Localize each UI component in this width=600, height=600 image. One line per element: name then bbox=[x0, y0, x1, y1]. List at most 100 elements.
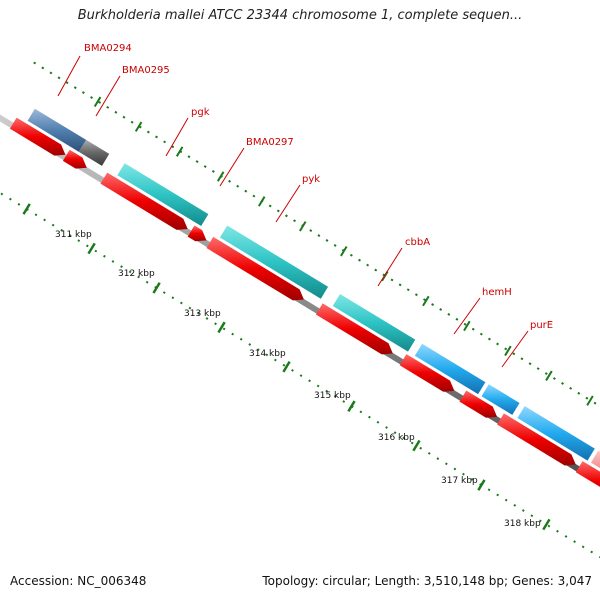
outer-tick bbox=[187, 155, 191, 159]
outer-tick bbox=[512, 352, 516, 356]
gene-label[interactable]: BMA0295 bbox=[122, 65, 170, 76]
outer-tick bbox=[106, 105, 110, 109]
ruler-tick bbox=[171, 296, 175, 300]
kbp-label: 314 kbp bbox=[249, 349, 286, 359]
kbp-label: 316 kbp bbox=[378, 433, 415, 443]
ruler-tick bbox=[427, 452, 431, 455]
outer-tick bbox=[463, 322, 467, 326]
ruler-tick bbox=[111, 260, 115, 263]
outer-major-tick bbox=[258, 196, 266, 207]
outer-tick bbox=[309, 229, 313, 233]
outer-tick bbox=[325, 239, 329, 242]
gene-feature-pure bbox=[517, 406, 595, 461]
ruler-tick bbox=[462, 472, 465, 476]
ruler-tick bbox=[436, 457, 440, 460]
gene-feature-pyk bbox=[219, 225, 329, 299]
ruler-tick bbox=[256, 348, 260, 352]
ruler-tick bbox=[564, 535, 568, 538]
gene-label[interactable]: purE bbox=[530, 320, 553, 331]
ruler-tick bbox=[265, 353, 269, 357]
outer-tick bbox=[155, 135, 158, 139]
outer-tick bbox=[358, 258, 361, 262]
outer-major-tick bbox=[175, 146, 184, 157]
ruler-tick bbox=[248, 343, 252, 346]
ruler-major-tick bbox=[542, 518, 551, 531]
ruler-tick bbox=[402, 436, 405, 440]
outer-tick bbox=[163, 140, 167, 144]
topology-label: Topology: circular; Length: 3,510,148 bp… bbox=[262, 574, 592, 588]
outer-major-tick bbox=[586, 395, 594, 406]
cds-arrow bbox=[206, 236, 304, 301]
outer-tick bbox=[487, 337, 491, 341]
ruler-tick bbox=[17, 202, 21, 206]
outer-tick bbox=[33, 61, 37, 65]
gene-feature-bma0294 bbox=[27, 108, 87, 152]
ruler-tick bbox=[43, 218, 46, 222]
outer-tick bbox=[130, 120, 134, 124]
ruler-tick bbox=[316, 384, 320, 388]
outer-tick bbox=[406, 288, 410, 292]
outer-tick bbox=[561, 381, 564, 385]
outer-tick bbox=[536, 367, 540, 371]
outer-tick bbox=[544, 372, 548, 375]
outer-tick bbox=[569, 386, 573, 390]
gene-label-leader bbox=[165, 117, 189, 157]
outer-tick bbox=[122, 115, 126, 119]
gene-label[interactable]: cbbA bbox=[405, 237, 430, 248]
ruler-tick bbox=[453, 467, 457, 471]
ruler-tick bbox=[34, 213, 38, 217]
ruler-tick bbox=[162, 291, 166, 294]
ruler-tick bbox=[60, 228, 64, 232]
outer-tick bbox=[455, 317, 459, 321]
ruler-tick bbox=[504, 498, 508, 502]
gene-label[interactable]: pgk bbox=[191, 107, 210, 118]
backbone-line bbox=[0, 114, 600, 486]
ruler-tick bbox=[128, 270, 132, 274]
ruler-tick bbox=[547, 524, 551, 528]
ruler-tick bbox=[94, 249, 98, 253]
cds-arrow bbox=[100, 172, 188, 230]
ruler-tick bbox=[573, 540, 576, 544]
ruler-tick bbox=[9, 197, 12, 201]
gene-label[interactable]: BMA0297 bbox=[246, 137, 294, 148]
gene-feature-hemh-b bbox=[481, 384, 520, 415]
gene-label-leader bbox=[275, 184, 301, 223]
outer-major-tick bbox=[422, 295, 430, 307]
outer-tick bbox=[90, 96, 93, 99]
ruler-tick bbox=[530, 514, 534, 518]
gene-label-leader bbox=[57, 55, 81, 97]
cds-arrow bbox=[9, 117, 66, 156]
gene-label-leader bbox=[501, 330, 529, 368]
outer-tick bbox=[293, 219, 296, 223]
ruler-tick bbox=[85, 244, 89, 248]
gene-label[interactable]: pyk bbox=[302, 174, 320, 185]
outer-major-tick bbox=[340, 245, 348, 257]
gene-label[interactable]: hemH bbox=[482, 287, 512, 298]
kbp-label: 317 kbp bbox=[441, 476, 478, 486]
outer-major-tick bbox=[463, 320, 471, 332]
gene-feature-next bbox=[590, 450, 600, 469]
ruler-tick bbox=[393, 431, 397, 435]
map-title: Burkholderia mallei ATCC 23344 chromosom… bbox=[77, 8, 523, 23]
ruler-tick bbox=[205, 317, 209, 320]
outer-tick bbox=[195, 160, 199, 164]
outer-tick bbox=[284, 214, 288, 218]
ruler-tick bbox=[325, 389, 329, 393]
outer-tick bbox=[423, 298, 426, 302]
outer-tick bbox=[236, 184, 240, 188]
ruler-tick bbox=[487, 488, 491, 492]
gene-label-leader bbox=[95, 75, 121, 117]
ruler-tick bbox=[120, 265, 123, 269]
ruler-tick bbox=[137, 275, 140, 279]
outer-tick bbox=[333, 243, 337, 247]
ruler-tick bbox=[291, 369, 294, 372]
ruler-tick bbox=[179, 301, 183, 305]
ruler-tick bbox=[51, 223, 55, 227]
ruler-tick bbox=[282, 363, 286, 367]
outer-tick bbox=[431, 303, 435, 306]
gene-label[interactable]: BMA0294 bbox=[84, 43, 132, 54]
ruler-tick bbox=[68, 234, 72, 237]
outer-tick bbox=[504, 347, 508, 351]
outer-tick bbox=[374, 268, 378, 272]
